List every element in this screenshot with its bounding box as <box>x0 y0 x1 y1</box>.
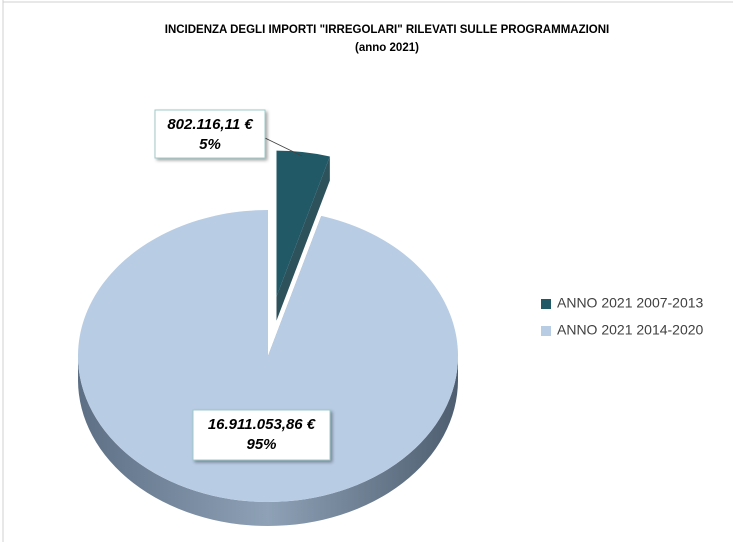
label-box <box>154 109 266 159</box>
pie-slice <box>78 210 458 502</box>
percent-label: 95% <box>246 436 276 453</box>
value-label: 16.911.053,86 € <box>208 416 316 433</box>
pie <box>78 150 458 526</box>
legend-swatch <box>541 299 551 309</box>
pie-slice <box>276 150 330 297</box>
legend-swatch <box>541 326 551 336</box>
data-labels: 802.116,11 € 5% 16.911.053,86 € 95% <box>154 109 331 461</box>
legend-label: ANNO 2021 2007-2013 <box>557 295 704 311</box>
label-box <box>192 409 331 461</box>
legend-label: ANNO 2021 2014-2020 <box>557 322 704 338</box>
chart-subtitle: (anno 2021) <box>355 42 419 54</box>
value-label: 802.116,11 € <box>167 116 253 133</box>
legend: ANNO 2021 2007-2013 ANNO 2021 2014-2020 <box>541 295 704 338</box>
slice-side <box>78 356 458 526</box>
chart-title: INCIDENZA DEGLI IMPORTI "IRREGOLARI" RIL… <box>165 24 610 36</box>
slice-face <box>276 156 330 321</box>
percent-label: 5% <box>199 136 221 153</box>
leader-line <box>264 137 303 157</box>
